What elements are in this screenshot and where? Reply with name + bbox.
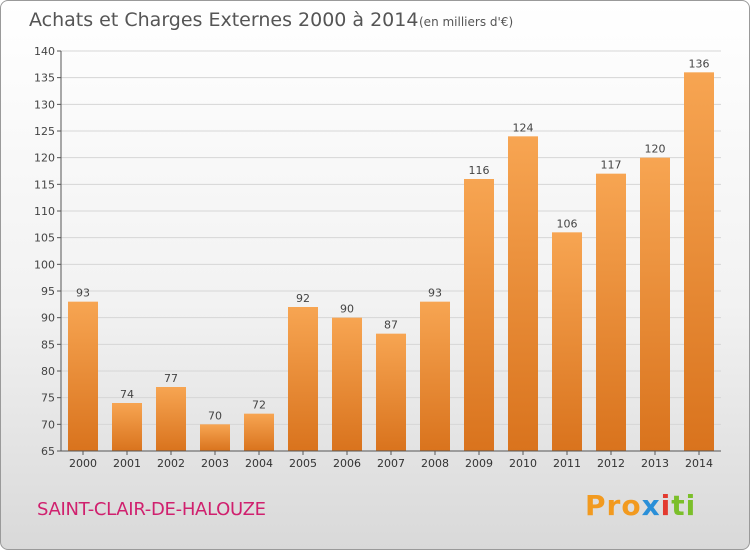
- bar-2004: [244, 413, 274, 451]
- y-tick-label: 100: [34, 258, 55, 271]
- data-label: 136: [689, 57, 710, 70]
- bar-2000: [68, 301, 98, 451]
- x-tick-label: 2014: [685, 457, 713, 470]
- y-tick-label: 90: [41, 312, 55, 325]
- bar-2009: [464, 179, 494, 451]
- bar-2006: [332, 317, 362, 451]
- bar-2011: [552, 232, 582, 451]
- bar-2007: [376, 333, 406, 451]
- bar-2010: [508, 136, 538, 452]
- data-label: 117: [601, 159, 622, 172]
- y-tick-label: 140: [34, 45, 55, 58]
- y-tick-label: 80: [41, 365, 55, 378]
- bar-2001: [112, 403, 142, 451]
- data-label: 77: [164, 372, 178, 385]
- y-tick-label: 125: [34, 125, 55, 138]
- data-label: 124: [513, 121, 534, 134]
- y-tick-label: 95: [41, 285, 55, 298]
- y-tick-label: 85: [41, 338, 55, 351]
- x-tick-label: 2006: [333, 457, 361, 470]
- y-tick-label: 65: [41, 445, 55, 458]
- x-tick-label: 2000: [69, 457, 97, 470]
- x-tick-label: 2002: [157, 457, 185, 470]
- city-name: SAINT-CLAIR-DE-HALOUZE: [37, 499, 266, 520]
- x-tick-label: 2012: [597, 457, 625, 470]
- x-tick-label: 2008: [421, 457, 449, 470]
- data-label: 92: [296, 292, 310, 305]
- data-label: 116: [469, 164, 490, 177]
- data-label: 70: [208, 409, 222, 422]
- y-tick-label: 115: [34, 178, 55, 191]
- data-label: 120: [645, 143, 666, 156]
- x-tick-label: 2013: [641, 457, 669, 470]
- x-tick-label: 2005: [289, 457, 317, 470]
- x-tick-label: 2009: [465, 457, 493, 470]
- x-tick-label: 2004: [245, 457, 273, 470]
- y-tick-label: 70: [41, 418, 55, 431]
- y-tick-label: 110: [34, 205, 55, 218]
- x-tick-label: 2011: [553, 457, 581, 470]
- proxiti-logo: Proxiti: [585, 489, 697, 522]
- data-label: 93: [76, 287, 90, 300]
- data-label: 74: [120, 388, 134, 401]
- x-tick-label: 2007: [377, 457, 405, 470]
- bar-2002: [156, 387, 186, 451]
- data-label: 90: [340, 303, 354, 316]
- y-tick-label: 75: [41, 392, 55, 405]
- bar-2008: [420, 301, 450, 451]
- data-label: 93: [428, 287, 442, 300]
- bar-2012: [596, 173, 626, 451]
- unit-label: (en milliers d'€): [419, 15, 514, 29]
- bar-2005: [288, 307, 318, 451]
- chart-title: Achats et Charges Externes 2000 à 2014: [29, 9, 419, 31]
- y-tick-label: 120: [34, 152, 55, 165]
- x-tick-label: 2001: [113, 457, 141, 470]
- x-tick-label: 2010: [509, 457, 537, 470]
- data-label: 87: [384, 319, 398, 332]
- bar-2014: [684, 72, 714, 451]
- y-tick-label: 135: [34, 72, 55, 85]
- y-tick-label: 130: [34, 98, 55, 111]
- x-tick-label: 2003: [201, 457, 229, 470]
- bar-2003: [200, 424, 230, 451]
- data-label: 106: [557, 217, 578, 230]
- bar-2013: [640, 157, 670, 451]
- y-tick-label: 105: [34, 232, 55, 245]
- data-label: 72: [252, 399, 266, 412]
